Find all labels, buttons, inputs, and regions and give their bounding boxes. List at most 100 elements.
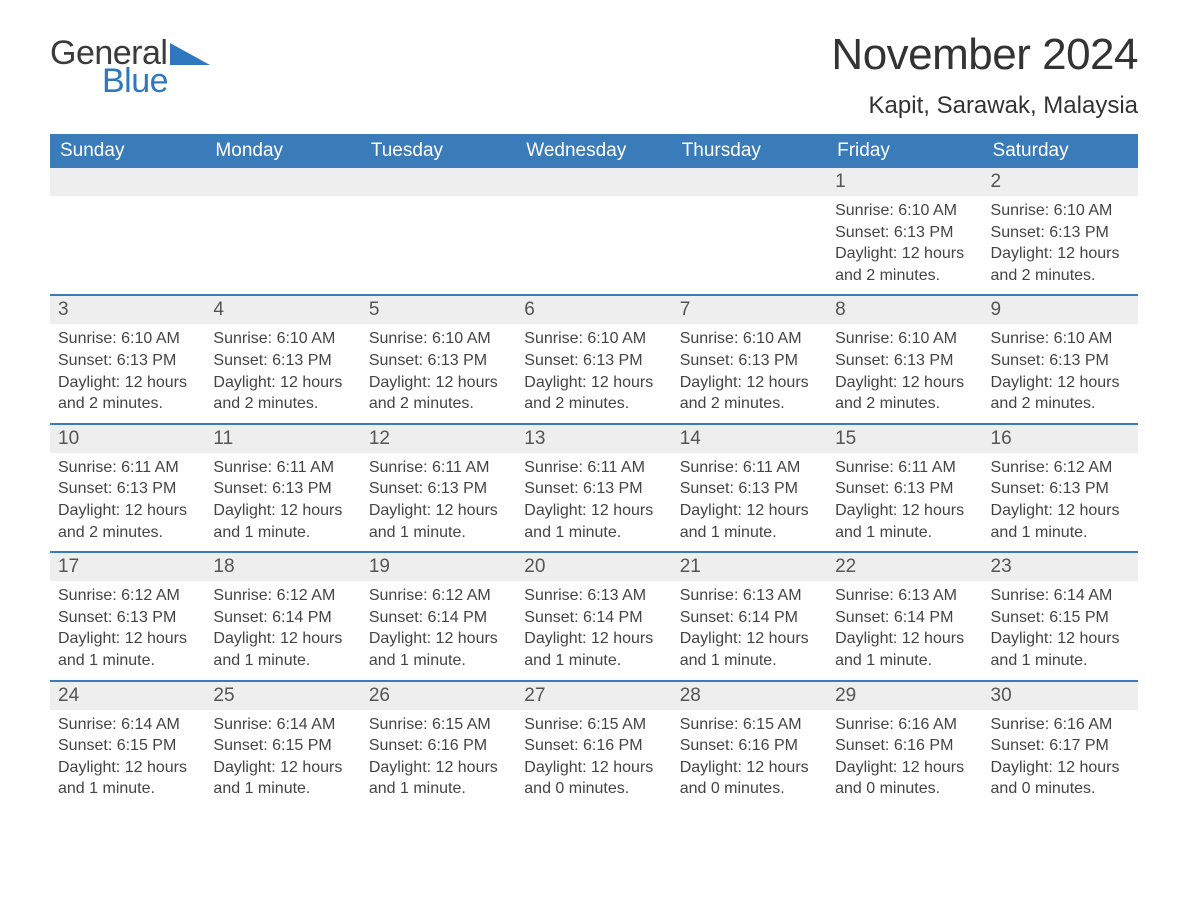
calendar-cell: 17Sunrise: 6:12 AMSunset: 6:13 PMDayligh… (50, 551, 205, 679)
daylight-text: Daylight: 12 hours and 1 minute. (524, 628, 663, 671)
calendar-cell: 9Sunrise: 6:10 AMSunset: 6:13 PMDaylight… (983, 294, 1138, 422)
daylight-text: Daylight: 12 hours and 1 minute. (991, 500, 1130, 543)
day-details: Sunrise: 6:10 AMSunset: 6:13 PMDaylight:… (205, 324, 360, 422)
calendar-cell (361, 168, 516, 294)
page-title: November 2024 (831, 30, 1138, 80)
sunset-text: Sunset: 6:13 PM (213, 478, 352, 500)
daylight-text: Daylight: 12 hours and 1 minute. (213, 628, 352, 671)
day-details: Sunrise: 6:11 AMSunset: 6:13 PMDaylight:… (516, 453, 671, 551)
day-number: 21 (672, 551, 827, 581)
sunset-text: Sunset: 6:13 PM (58, 350, 197, 372)
day-details: Sunrise: 6:16 AMSunset: 6:17 PMDaylight:… (983, 710, 1138, 808)
day-details: Sunrise: 6:14 AMSunset: 6:15 PMDaylight:… (983, 581, 1138, 679)
sunrise-text: Sunrise: 6:14 AM (58, 714, 197, 736)
sunset-text: Sunset: 6:14 PM (524, 607, 663, 629)
day-header: Wednesday (516, 134, 671, 168)
location-label: Kapit, Sarawak, Malaysia (831, 92, 1138, 120)
sunset-text: Sunset: 6:14 PM (835, 607, 974, 629)
calendar-cell: 12Sunrise: 6:11 AMSunset: 6:13 PMDayligh… (361, 423, 516, 551)
sunset-text: Sunset: 6:13 PM (991, 478, 1130, 500)
day-number: 9 (983, 294, 1138, 324)
day-details: Sunrise: 6:12 AMSunset: 6:13 PMDaylight:… (50, 581, 205, 679)
calendar-cell: 14Sunrise: 6:11 AMSunset: 6:13 PMDayligh… (672, 423, 827, 551)
sunset-text: Sunset: 6:16 PM (524, 735, 663, 757)
day-number-bar (672, 168, 827, 196)
day-details: Sunrise: 6:10 AMSunset: 6:13 PMDaylight:… (983, 196, 1138, 294)
daylight-text: Daylight: 12 hours and 1 minute. (835, 500, 974, 543)
sunset-text: Sunset: 6:13 PM (991, 222, 1130, 244)
sunrise-text: Sunrise: 6:13 AM (680, 585, 819, 607)
day-details: Sunrise: 6:11 AMSunset: 6:13 PMDaylight:… (205, 453, 360, 551)
daylight-text: Daylight: 12 hours and 1 minute. (369, 757, 508, 800)
day-number: 19 (361, 551, 516, 581)
sunset-text: Sunset: 6:13 PM (58, 478, 197, 500)
sunrise-text: Sunrise: 6:11 AM (680, 457, 819, 479)
sunset-text: Sunset: 6:16 PM (369, 735, 508, 757)
calendar-cell: 19Sunrise: 6:12 AMSunset: 6:14 PMDayligh… (361, 551, 516, 679)
sunset-text: Sunset: 6:13 PM (58, 607, 197, 629)
day-header-row: Sunday Monday Tuesday Wednesday Thursday… (50, 134, 1138, 168)
day-details: Sunrise: 6:11 AMSunset: 6:13 PMDaylight:… (50, 453, 205, 551)
day-number: 12 (361, 423, 516, 453)
daylight-text: Daylight: 12 hours and 1 minute. (369, 500, 508, 543)
day-header: Thursday (672, 134, 827, 168)
sunset-text: Sunset: 6:13 PM (835, 222, 974, 244)
day-details: Sunrise: 6:16 AMSunset: 6:16 PMDaylight:… (827, 710, 982, 808)
calendar-cell: 8Sunrise: 6:10 AMSunset: 6:13 PMDaylight… (827, 294, 982, 422)
day-number: 2 (983, 168, 1138, 196)
day-details: Sunrise: 6:15 AMSunset: 6:16 PMDaylight:… (516, 710, 671, 808)
day-number: 24 (50, 680, 205, 710)
logo-triangle-icon (170, 43, 210, 65)
calendar-cell: 6Sunrise: 6:10 AMSunset: 6:13 PMDaylight… (516, 294, 671, 422)
sunrise-text: Sunrise: 6:11 AM (524, 457, 663, 479)
daylight-text: Daylight: 12 hours and 1 minute. (991, 628, 1130, 671)
day-number: 28 (672, 680, 827, 710)
daylight-text: Daylight: 12 hours and 2 minutes. (369, 372, 508, 415)
calendar-cell: 3Sunrise: 6:10 AMSunset: 6:13 PMDaylight… (50, 294, 205, 422)
calendar-cell (50, 168, 205, 294)
day-header: Friday (827, 134, 982, 168)
sunset-text: Sunset: 6:13 PM (524, 350, 663, 372)
sunrise-text: Sunrise: 6:14 AM (991, 585, 1130, 607)
day-details: Sunrise: 6:13 AMSunset: 6:14 PMDaylight:… (827, 581, 982, 679)
calendar-cell: 15Sunrise: 6:11 AMSunset: 6:13 PMDayligh… (827, 423, 982, 551)
sunset-text: Sunset: 6:15 PM (213, 735, 352, 757)
day-details: Sunrise: 6:10 AMSunset: 6:13 PMDaylight:… (361, 324, 516, 422)
sunrise-text: Sunrise: 6:10 AM (213, 328, 352, 350)
day-number-bar (205, 168, 360, 196)
day-number: 17 (50, 551, 205, 581)
daylight-text: Daylight: 12 hours and 2 minutes. (835, 243, 974, 286)
sunset-text: Sunset: 6:13 PM (369, 350, 508, 372)
day-details: Sunrise: 6:10 AMSunset: 6:13 PMDaylight:… (516, 324, 671, 422)
daylight-text: Daylight: 12 hours and 0 minutes. (835, 757, 974, 800)
calendar-week-row: 3Sunrise: 6:10 AMSunset: 6:13 PMDaylight… (50, 294, 1138, 422)
logo-text-blue: Blue (102, 64, 210, 98)
daylight-text: Daylight: 12 hours and 2 minutes. (680, 372, 819, 415)
day-number: 5 (361, 294, 516, 324)
day-details: Sunrise: 6:13 AMSunset: 6:14 PMDaylight:… (516, 581, 671, 679)
day-number: 8 (827, 294, 982, 324)
sunrise-text: Sunrise: 6:13 AM (524, 585, 663, 607)
sunset-text: Sunset: 6:13 PM (369, 478, 508, 500)
calendar-cell (672, 168, 827, 294)
day-details: Sunrise: 6:10 AMSunset: 6:13 PMDaylight:… (827, 324, 982, 422)
calendar-cell: 28Sunrise: 6:15 AMSunset: 6:16 PMDayligh… (672, 680, 827, 808)
sunrise-text: Sunrise: 6:12 AM (213, 585, 352, 607)
day-details: Sunrise: 6:12 AMSunset: 6:14 PMDaylight:… (205, 581, 360, 679)
sunrise-text: Sunrise: 6:12 AM (369, 585, 508, 607)
sunset-text: Sunset: 6:13 PM (680, 478, 819, 500)
day-number: 11 (205, 423, 360, 453)
day-number: 3 (50, 294, 205, 324)
calendar-cell: 22Sunrise: 6:13 AMSunset: 6:14 PMDayligh… (827, 551, 982, 679)
calendar-cell: 13Sunrise: 6:11 AMSunset: 6:13 PMDayligh… (516, 423, 671, 551)
sunrise-text: Sunrise: 6:15 AM (369, 714, 508, 736)
day-number: 23 (983, 551, 1138, 581)
sunrise-text: Sunrise: 6:10 AM (835, 200, 974, 222)
sunrise-text: Sunrise: 6:11 AM (835, 457, 974, 479)
calendar-cell: 4Sunrise: 6:10 AMSunset: 6:13 PMDaylight… (205, 294, 360, 422)
sunrise-text: Sunrise: 6:14 AM (213, 714, 352, 736)
day-details: Sunrise: 6:15 AMSunset: 6:16 PMDaylight:… (361, 710, 516, 808)
daylight-text: Daylight: 12 hours and 2 minutes. (58, 500, 197, 543)
day-header: Saturday (983, 134, 1138, 168)
sunrise-text: Sunrise: 6:10 AM (680, 328, 819, 350)
